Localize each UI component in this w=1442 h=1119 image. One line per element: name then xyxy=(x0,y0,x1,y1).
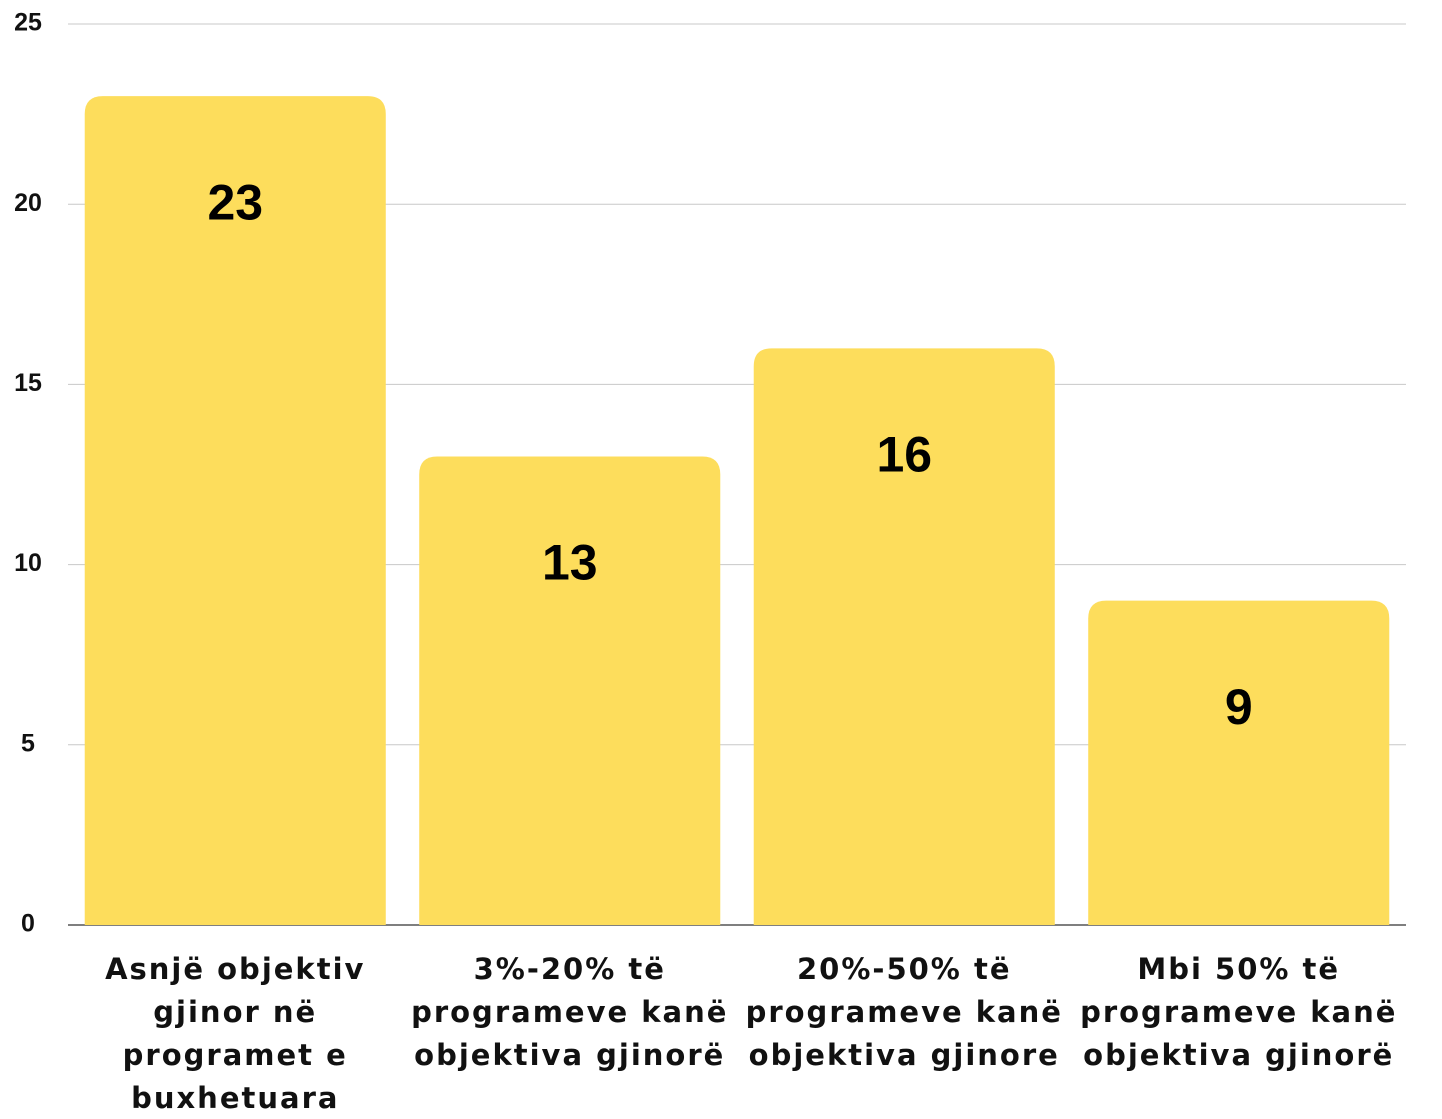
y-tick-label: 5 xyxy=(21,729,35,757)
bar xyxy=(84,96,386,925)
bar xyxy=(1088,600,1390,925)
y-tick-label: 25 xyxy=(14,9,42,37)
value-label: 13 xyxy=(542,535,598,591)
bar xyxy=(419,456,721,925)
y-tick-label: 20 xyxy=(14,189,42,217)
x-tick-label: Asnjë objektiv gjinor në programet e bux… xyxy=(105,952,366,1115)
value-label: 16 xyxy=(876,427,932,483)
x-tick-label: 3%-20% të programeve kanë objektiva gjin… xyxy=(411,952,729,1072)
bar xyxy=(753,348,1055,925)
x-tick-label: Mbi 50% të programeve kanë objektiva gji… xyxy=(1080,952,1398,1072)
x-tick-label: 20%-50% të programeve kanë objektiva gji… xyxy=(745,952,1063,1072)
value-label: 23 xyxy=(207,174,263,230)
y-tick-label: 15 xyxy=(14,369,42,397)
y-tick-label: 10 xyxy=(14,549,42,577)
y-tick-label: 0 xyxy=(21,910,35,938)
value-label: 9 xyxy=(1225,679,1253,735)
